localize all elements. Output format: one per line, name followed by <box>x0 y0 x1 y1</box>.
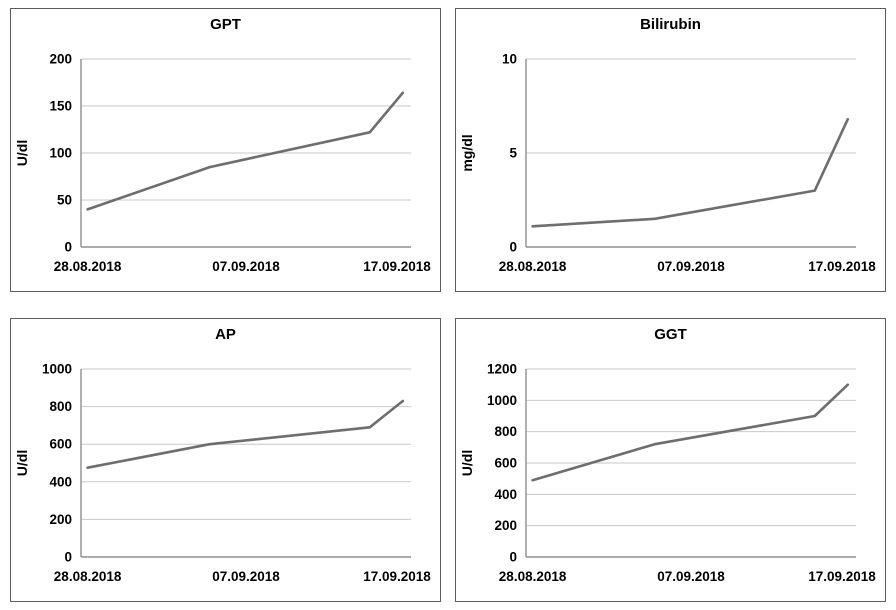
chart-panel-top-left: GPT 0 50 100 150 200 U/dl 28.08.2018 07.09.2018… <box>10 8 441 292</box>
chart-title: GPT <box>210 16 241 33</box>
x-tick-label: 28.08.2018 <box>54 259 122 274</box>
series-line <box>86 399 405 469</box>
chart-title: AP <box>215 326 236 343</box>
y-tick-label: 800 <box>49 399 72 414</box>
series-line <box>86 91 405 211</box>
y-tick-label: 200 <box>494 518 517 533</box>
y-tick-label: 150 <box>49 99 72 114</box>
chart-panel-top-right: Bilirubin 0 5 10 mg/dl 28.08.2018 07.09.2018 1… <box>455 8 886 292</box>
y-axis-title: U/dl <box>14 140 30 166</box>
y-tick-label: 0 <box>64 550 72 565</box>
y-tick-label: 1000 <box>42 362 72 377</box>
y-tick-label: 200 <box>49 52 72 67</box>
x-tick-label: 07.09.2018 <box>657 569 725 584</box>
y-tick-label: 50 <box>57 193 72 208</box>
y-tick-label: 5 <box>509 146 517 161</box>
y-tick-label: 800 <box>494 424 517 439</box>
x-tick-label: 17.09.2018 <box>363 259 431 274</box>
x-tick-label: 28.08.2018 <box>54 569 122 584</box>
y-tick-label: 100 <box>49 146 72 161</box>
y-axis-title: mg/dl <box>459 134 475 171</box>
y-tick-label: 400 <box>494 487 517 502</box>
y-tick-label: 0 <box>509 240 517 255</box>
y-tick-label: 200 <box>49 512 72 527</box>
chart-canvas: 0 50 100 150 200 U/dl 28.08.2018 07.09.2018 17.0… <box>14 52 431 275</box>
y-tick-label: 600 <box>494 456 517 471</box>
chart-canvas: 0 5 10 mg/dl 28.08.2018 07.09.2018 17.09.2018 <box>459 52 876 275</box>
y-tick-label: 1200 <box>487 362 517 377</box>
y-tick-label: 10 <box>502 52 517 67</box>
chart-panel-bottom-left: AP 0 200 400 600 800 1000 U/dl 28.08.2018 07.09.… <box>10 318 441 602</box>
series-line <box>531 117 850 228</box>
x-tick-label: 07.09.2018 <box>212 569 280 584</box>
y-tick-label: 0 <box>509 550 517 565</box>
y-tick-label: 600 <box>49 437 72 452</box>
x-tick-label: 17.09.2018 <box>363 569 431 584</box>
x-tick-label: 07.09.2018 <box>657 259 725 274</box>
chart-title: Bilirubin <box>640 16 701 33</box>
y-tick-label: 0 <box>64 240 72 255</box>
y-tick-label: 1000 <box>487 393 517 408</box>
chart-panel-bottom-right: GGT 0 200 400 600 800 1000 1200 U/dl 28.08.2018 0… <box>455 318 886 602</box>
chart-title: GGT <box>654 326 687 343</box>
series-line <box>531 383 850 482</box>
x-tick-label: 28.08.2018 <box>499 259 567 274</box>
chart-canvas: 0 200 400 600 800 1000 1200 U/dl 28.08.2018 07.09… <box>459 362 876 585</box>
y-tick-label: 400 <box>49 474 72 489</box>
y-axis-title: U/dl <box>14 450 30 476</box>
chart-canvas: 0 200 400 600 800 1000 U/dl 28.08.2018 07.09.201… <box>14 362 431 585</box>
x-tick-label: 07.09.2018 <box>212 259 280 274</box>
x-tick-label: 28.08.2018 <box>499 569 567 584</box>
y-axis-title: U/dl <box>459 450 475 476</box>
x-tick-label: 17.09.2018 <box>808 259 876 274</box>
x-tick-label: 17.09.2018 <box>808 569 876 584</box>
